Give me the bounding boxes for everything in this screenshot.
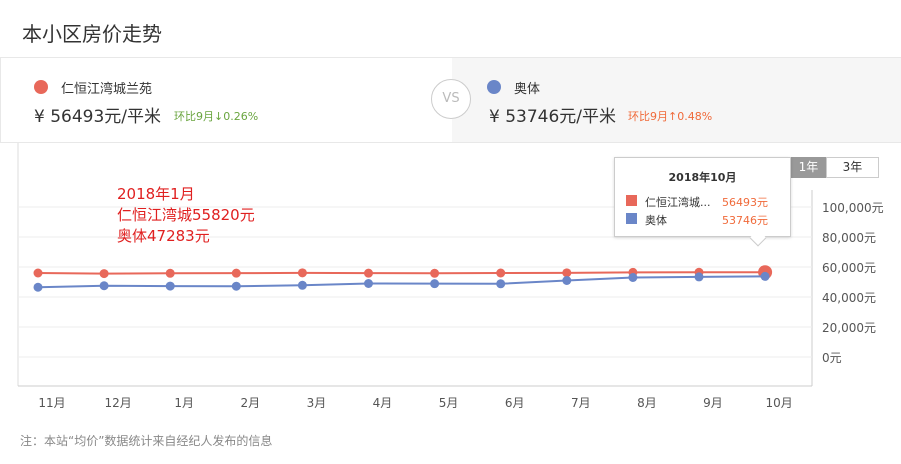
annotation-a: 仁恒江湾城55820元	[117, 206, 255, 224]
annotation: 2018年1月 仁恒江湾城55820元 奥体47283元	[117, 184, 255, 247]
tooltip-a-name: 仁恒江湾城...	[645, 196, 711, 209]
data-point	[165, 281, 175, 291]
data-point	[231, 268, 241, 278]
data-point	[99, 281, 109, 291]
page-title: 本小区房价走势	[22, 22, 162, 46]
x-tick-label: 11月	[38, 396, 65, 410]
series-a-dot-icon	[34, 80, 48, 94]
x-tick-label: 10月	[765, 396, 792, 410]
annotation-date: 2018年1月	[117, 185, 195, 203]
y-tick-label: 20,000元	[822, 321, 876, 335]
data-point	[33, 268, 43, 278]
y-tick-label: 100,000元	[822, 201, 884, 215]
x-tick-label: 3月	[307, 396, 327, 410]
data-point	[496, 268, 506, 278]
x-tick-label: 9月	[703, 396, 723, 410]
tooltip: 2018年10月 仁恒江湾城... 56493元 奥体 53746元	[614, 157, 791, 247]
x-tick-label: 8月	[637, 396, 657, 410]
data-point	[628, 273, 638, 282]
data-point	[496, 279, 506, 289]
data-point	[297, 280, 307, 290]
data-point	[99, 269, 109, 279]
data-point	[231, 281, 241, 291]
data-point	[760, 271, 770, 281]
y-tick-label: 80,000元	[822, 231, 876, 245]
compare-a-price: ¥ 56493元/平米	[34, 107, 162, 127]
compare-b-price: ¥ 53746元/平米	[489, 107, 617, 127]
y-tick-label: 0元	[822, 351, 842, 365]
data-point	[364, 268, 373, 278]
compare-a-name: 仁恒江湾城兰苑	[61, 82, 153, 97]
x-tick-label: 7月	[571, 396, 591, 410]
compare-b: 奥体 ¥ 53746元/平米 环比9月↑0.48%	[452, 58, 901, 142]
tooltip-a-swatch-icon	[626, 195, 637, 206]
compare-a: 仁恒江湾城兰苑 ¥ 56493元/平米 环比9月↓0.26%	[0, 58, 452, 142]
tooltip-title: 2018年10月	[668, 171, 737, 184]
footnote: 注：本站“均价”数据统计来自经纪人发布的信息	[20, 434, 273, 448]
data-point	[364, 279, 373, 288]
series-line	[37, 275, 766, 289]
compare-b-name: 奥体	[514, 82, 541, 97]
x-tick-label: 12月	[104, 396, 131, 410]
tooltip-a-value: 56493元	[722, 196, 768, 209]
range-1y-button[interactable]: 1年	[790, 157, 827, 178]
y-tick-label: 40,000元	[822, 291, 876, 305]
x-tick-label: 5月	[439, 396, 459, 410]
data-point	[562, 276, 572, 285]
y-tick-label: 60,000元	[822, 261, 876, 275]
compare-panel: 仁恒江湾城兰苑 ¥ 56493元/平米 环比9月↓0.26% 奥体 ¥ 5374…	[0, 57, 901, 143]
series-b-dot-icon	[487, 80, 501, 94]
x-tick-label: 2月	[240, 396, 260, 410]
data-point	[562, 268, 572, 278]
annotation-b: 奥体47283元	[117, 227, 210, 245]
vs-badge: VS	[431, 79, 471, 119]
x-tick-label: 4月	[373, 396, 393, 410]
tooltip-b-value: 53746元	[722, 214, 768, 227]
data-point	[33, 282, 43, 292]
x-tick-label: 6月	[505, 396, 525, 410]
series-line	[37, 271, 766, 275]
data-point	[430, 279, 440, 289]
range-3y-button[interactable]: 3年	[826, 157, 879, 178]
data-point	[430, 268, 440, 278]
data-point	[165, 268, 175, 278]
x-tick-label: 1月	[174, 396, 194, 410]
data-point	[297, 268, 307, 278]
data-point	[694, 272, 704, 282]
tooltip-b-swatch-icon	[626, 213, 637, 224]
tooltip-b-name: 奥体	[645, 214, 667, 227]
compare-b-change: 环比9月↑0.48%	[628, 110, 713, 123]
compare-a-change: 环比9月↓0.26%	[174, 110, 259, 123]
